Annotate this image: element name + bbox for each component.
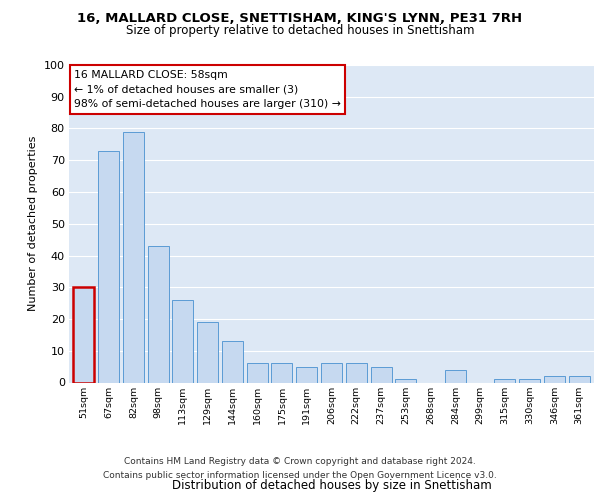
Bar	[271, 364, 292, 382]
Bar	[197, 322, 218, 382]
X-axis label: Distribution of detached houses by size in Snettisham: Distribution of detached houses by size …	[172, 480, 491, 492]
Text: Size of property relative to detached houses in Snettisham: Size of property relative to detached ho…	[126, 24, 474, 37]
Bar	[321, 364, 342, 382]
Y-axis label: Number of detached properties: Number of detached properties	[28, 136, 38, 312]
Bar	[569, 376, 590, 382]
Bar	[222, 341, 243, 382]
Text: 16, MALLARD CLOSE, SNETTISHAM, KING'S LYNN, PE31 7RH: 16, MALLARD CLOSE, SNETTISHAM, KING'S LY…	[77, 12, 523, 26]
Bar	[148, 246, 169, 382]
Bar	[544, 376, 565, 382]
Bar	[494, 380, 515, 382]
Bar	[371, 366, 392, 382]
Bar	[519, 380, 540, 382]
Bar	[247, 364, 268, 382]
Bar	[445, 370, 466, 382]
Text: Contains HM Land Registry data © Crown copyright and database right 2024.
Contai: Contains HM Land Registry data © Crown c…	[103, 458, 497, 479]
Bar	[172, 300, 193, 382]
Bar	[123, 132, 144, 382]
Bar	[346, 364, 367, 382]
Bar	[296, 366, 317, 382]
Bar	[73, 287, 94, 382]
Bar	[98, 150, 119, 382]
Text: 16 MALLARD CLOSE: 58sqm
← 1% of detached houses are smaller (3)
98% of semi-deta: 16 MALLARD CLOSE: 58sqm ← 1% of detached…	[74, 70, 341, 110]
Bar	[395, 380, 416, 382]
